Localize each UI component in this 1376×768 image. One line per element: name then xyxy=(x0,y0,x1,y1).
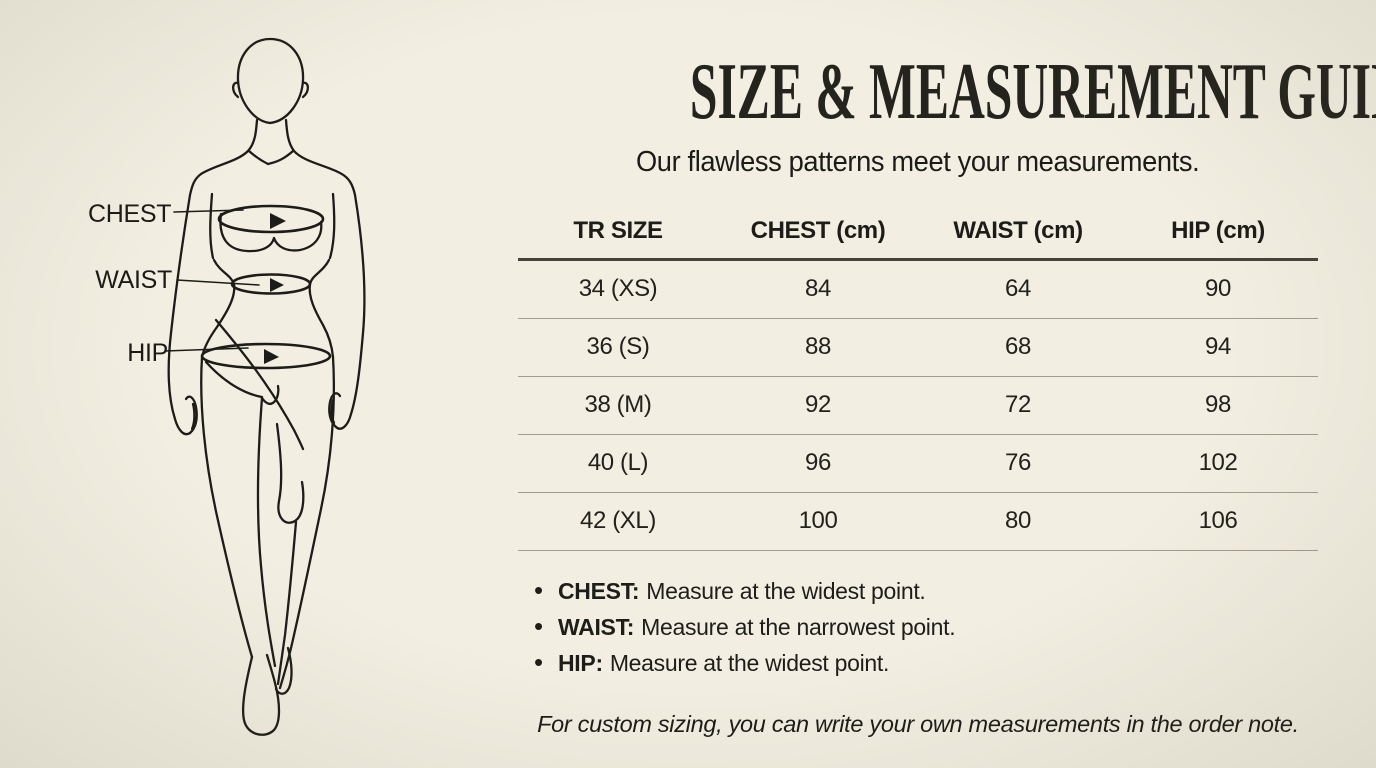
cell-hip: 90 xyxy=(1118,259,1318,319)
hip-label: HIP xyxy=(127,339,168,367)
cell-chest: 100 xyxy=(718,492,918,551)
cell-size: 34 (XS) xyxy=(518,259,718,319)
figure-back-foot xyxy=(274,646,293,695)
figure-pelvis-line-2 xyxy=(204,360,264,399)
table-row: 40 (L) 96 76 102 xyxy=(518,434,1318,493)
hip-leader-line xyxy=(164,347,249,352)
waist-arrow-icon xyxy=(270,278,284,292)
cell-hip: 106 xyxy=(1118,492,1318,551)
cell-hip: 102 xyxy=(1118,434,1318,493)
cell-size: 38 (M) xyxy=(518,376,718,435)
figure-panel: CHEST WAIST HIP xyxy=(0,0,460,768)
page-title: SIZE & MEASUREMENT GUIDE xyxy=(689,48,1376,136)
note-text: Measure at the narrowest point. xyxy=(641,614,956,640)
cell-chest: 96 xyxy=(718,434,918,493)
cell-waist: 68 xyxy=(918,318,1118,377)
body-figure-illustration xyxy=(164,37,366,736)
note-text: Measure at the widest point. xyxy=(646,578,926,604)
figure-left-leg-outer xyxy=(200,355,254,659)
column-header-chest: CHEST (cm) xyxy=(718,209,918,261)
cell-size: 40 (L) xyxy=(518,434,718,493)
column-header-tr-size: TR SIZE xyxy=(518,209,718,261)
list-item: WAIST:Measure at the narrowest point. xyxy=(532,612,1318,642)
header-row: TR SIZE CHEST (cm) WAIST (cm) HIP (cm) xyxy=(518,209,1318,261)
size-table-header: TR SIZE CHEST (cm) WAIST (cm) HIP (cm) xyxy=(518,209,1318,261)
cell-chest: 88 xyxy=(718,318,918,377)
cell-size: 36 (S) xyxy=(518,318,718,377)
figure-collar xyxy=(247,149,295,166)
cell-hip: 94 xyxy=(1118,318,1318,377)
list-item: HIP:Measure at the widest point. xyxy=(532,648,1318,678)
cell-hip: 98 xyxy=(1118,376,1318,435)
figure-front-foot xyxy=(241,653,281,736)
note-label: WAIST: xyxy=(558,614,635,640)
hip-measure-ellipse xyxy=(200,342,332,370)
list-item: CHEST:Measure at the widest point. xyxy=(532,576,1318,606)
figure-head xyxy=(236,37,305,125)
custom-sizing-note: For custom sizing, you can write your ow… xyxy=(537,711,1299,737)
figure-back-knee xyxy=(275,422,305,524)
figure-left-hand xyxy=(184,395,198,435)
chest-label: CHEST xyxy=(88,200,172,228)
cell-waist: 76 xyxy=(918,434,1118,493)
cell-chest: 84 xyxy=(718,259,918,319)
figure-right-ear-icon xyxy=(301,81,310,99)
table-row: 42 (XL) 100 80 106 xyxy=(518,492,1318,551)
chest-leader-line xyxy=(173,209,244,213)
chest-arrow-icon xyxy=(270,213,286,229)
figure-side-left xyxy=(200,258,236,359)
measurement-notes-list: CHEST:Measure at the widest point. WAIST… xyxy=(518,576,1318,678)
figure-front-leg-inner xyxy=(256,396,277,668)
figure-torso-right xyxy=(328,192,336,260)
note-label: CHEST: xyxy=(558,578,640,604)
size-table-body: 34 (XS) 84 64 90 36 (S) 88 68 94 38 (M) … xyxy=(518,259,1318,551)
figure-right-arm xyxy=(284,118,366,430)
cell-waist: 72 xyxy=(918,376,1118,435)
cell-size: 42 (XL) xyxy=(518,492,718,551)
figure-bust xyxy=(219,212,323,253)
note-text: Measure at the widest point. xyxy=(609,650,890,676)
waist-leader-line xyxy=(176,279,260,286)
cell-waist: 64 xyxy=(918,259,1118,319)
figure-crotch xyxy=(260,384,280,405)
table-row: 34 (XS) 84 64 90 xyxy=(518,259,1318,319)
figure-torso-left xyxy=(209,192,215,260)
size-table: TR SIZE CHEST (cm) WAIST (cm) HIP (cm) 3… xyxy=(518,209,1318,551)
page-subtitle: Our flawless patterns meet your measurem… xyxy=(636,146,1200,178)
column-header-waist: WAIST (cm) xyxy=(918,209,1118,261)
chest-measure-ellipse xyxy=(217,204,325,234)
hip-arrow-icon xyxy=(264,349,279,364)
table-row: 38 (M) 92 72 98 xyxy=(518,376,1318,435)
figure-left-ear-icon xyxy=(231,81,240,99)
figure-back-leg-inner xyxy=(276,520,298,686)
figure-right-leg-outer xyxy=(278,355,335,690)
waist-label: WAIST xyxy=(95,266,172,294)
content-panel: SIZE & MEASUREMENT GUIDE Our flawless pa… xyxy=(460,0,1376,768)
cell-waist: 80 xyxy=(918,492,1118,551)
table-row: 36 (S) 88 68 94 xyxy=(518,318,1318,377)
column-header-hip: HIP (cm) xyxy=(1118,209,1318,261)
figure-side-right xyxy=(308,258,335,359)
note-label: HIP: xyxy=(558,650,603,676)
cell-chest: 92 xyxy=(718,376,918,435)
